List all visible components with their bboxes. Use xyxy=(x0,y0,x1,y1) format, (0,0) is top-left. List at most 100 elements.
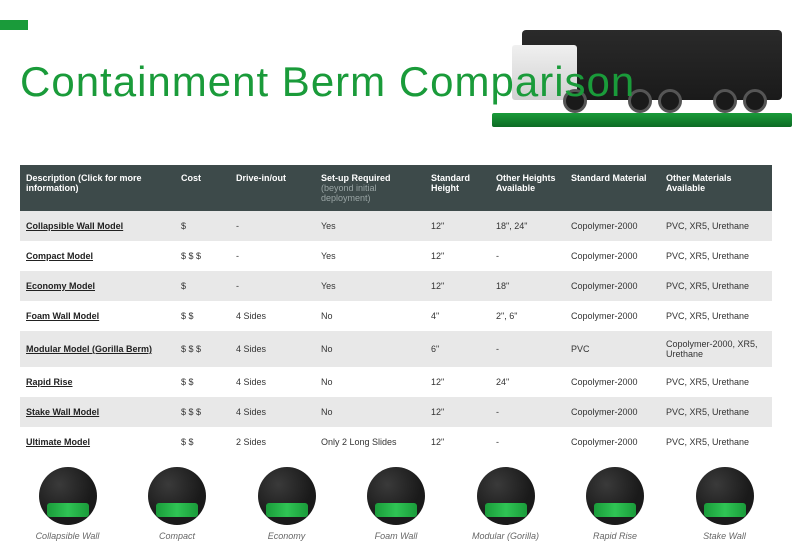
thumbnail-label: Foam Wall xyxy=(375,531,418,541)
cell-cost: $ $ xyxy=(175,367,230,397)
cell-std_height: 12" xyxy=(425,427,490,457)
cell-other_materials: PVC, XR5, Urethane xyxy=(660,427,772,457)
header-std-material: Standard Material xyxy=(565,165,660,211)
table-row: Foam Wall Model$ $4 SidesNo4"2", 6"Copol… xyxy=(20,301,772,331)
cell-other_materials: PVC, XR5, Urethane xyxy=(660,397,772,427)
cell-drive: 4 Sides xyxy=(230,331,315,367)
cell-drive: - xyxy=(230,241,315,271)
model-link[interactable]: Rapid Rise xyxy=(20,367,175,397)
top-accent-bar xyxy=(0,20,28,30)
table-row: Modular Model (Gorilla Berm)$ $ $4 Sides… xyxy=(20,331,772,367)
cell-std_material: Copolymer-2000 xyxy=(565,241,660,271)
model-link[interactable]: Ultimate Model xyxy=(20,427,175,457)
thumbnail-image xyxy=(586,467,644,525)
model-link[interactable]: Modular Model (Gorilla Berm) xyxy=(20,331,175,367)
cell-setup: No xyxy=(315,397,425,427)
cell-other_heights: - xyxy=(490,427,565,457)
cell-cost: $ $ xyxy=(175,301,230,331)
cell-std_material: PVC xyxy=(565,331,660,367)
thumbnail-image xyxy=(367,467,425,525)
cell-std_height: 12" xyxy=(425,397,490,427)
cell-std_material: Copolymer-2000 xyxy=(565,271,660,301)
cell-std_height: 6" xyxy=(425,331,490,367)
cell-std_height: 12" xyxy=(425,211,490,241)
model-link[interactable]: Foam Wall Model xyxy=(20,301,175,331)
header-description: Description (Click for more information) xyxy=(20,165,175,211)
cell-std_height: 12" xyxy=(425,367,490,397)
thumbnail-label: Compact xyxy=(159,531,195,541)
header-setup-sub: (beyond initial deployment) xyxy=(321,183,377,203)
cell-setup: Yes xyxy=(315,271,425,301)
thumbnail-row: Collapsible Wall Compact Economy Foam Wall M… xyxy=(20,467,772,541)
thumbnail-label: Collapsible Wall xyxy=(36,531,100,541)
cell-other_materials: PVC, XR5, Urethane xyxy=(660,367,772,397)
table-row: Ultimate Model$ $2 SidesOnly 2 Long Slid… xyxy=(20,427,772,457)
cell-std_height: 12" xyxy=(425,241,490,271)
header-setup-main: Set-up Required xyxy=(321,173,391,183)
cell-other_heights: 24" xyxy=(490,367,565,397)
thumbnail[interactable]: Rapid Rise xyxy=(568,467,663,541)
cell-std_height: 4" xyxy=(425,301,490,331)
cell-other_heights: - xyxy=(490,241,565,271)
table-header-row: Description (Click for more information)… xyxy=(20,165,772,211)
thumbnail-image xyxy=(258,467,316,525)
cell-setup: No xyxy=(315,331,425,367)
header-setup: Set-up Required (beyond initial deployme… xyxy=(315,165,425,211)
cell-std_material: Copolymer-2000 xyxy=(565,301,660,331)
thumbnail-label: Modular (Gorilla) xyxy=(472,531,539,541)
thumbnail[interactable]: Economy xyxy=(239,467,334,541)
table-row: Compact Model$ $ $-Yes12"-Copolymer-2000… xyxy=(20,241,772,271)
thumbnail-image xyxy=(477,467,535,525)
cell-other_materials: PVC, XR5, Urethane xyxy=(660,271,772,301)
thumbnail-label: Stake Wall xyxy=(703,531,746,541)
thumbnail[interactable]: Compact xyxy=(130,467,225,541)
cell-setup: Yes xyxy=(315,211,425,241)
cell-std_height: 12" xyxy=(425,271,490,301)
table-row: Collapsible Wall Model$-Yes12"18", 24"Co… xyxy=(20,211,772,241)
cell-cost: $ $ $ xyxy=(175,397,230,427)
model-link[interactable]: Compact Model xyxy=(20,241,175,271)
header-cost: Cost xyxy=(175,165,230,211)
cell-drive: - xyxy=(230,271,315,301)
cell-other_materials: PVC, XR5, Urethane xyxy=(660,301,772,331)
thumbnail[interactable]: Foam Wall xyxy=(349,467,444,541)
cell-drive: 4 Sides xyxy=(230,301,315,331)
model-link[interactable]: Stake Wall Model xyxy=(20,397,175,427)
page-title: Containment Berm Comparison xyxy=(20,58,635,106)
header-other-heights: Other Heights Available xyxy=(490,165,565,211)
cell-drive: 2 Sides xyxy=(230,427,315,457)
cell-std_material: Copolymer-2000 xyxy=(565,211,660,241)
cell-std_material: Copolymer-2000 xyxy=(565,367,660,397)
cell-setup: Yes xyxy=(315,241,425,271)
thumbnail-image xyxy=(39,467,97,525)
cell-other_heights: - xyxy=(490,397,565,427)
header-std-height: Standard Height xyxy=(425,165,490,211)
table-row: Economy Model$-Yes12"18"Copolymer-2000PV… xyxy=(20,271,772,301)
header-other-materials: Other Materials Available xyxy=(660,165,772,211)
cell-cost: $ $ $ xyxy=(175,331,230,367)
cell-cost: $ xyxy=(175,271,230,301)
cell-other_heights: 2", 6" xyxy=(490,301,565,331)
thumbnail-image xyxy=(148,467,206,525)
thumbnail-image xyxy=(696,467,754,525)
cell-std_material: Copolymer-2000 xyxy=(565,427,660,457)
cell-setup: No xyxy=(315,301,425,331)
cell-other_materials: Copolymer-2000, XR5, Urethane xyxy=(660,331,772,367)
thumbnail-label: Economy xyxy=(268,531,306,541)
cell-cost: $ xyxy=(175,211,230,241)
thumbnail[interactable]: Collapsible Wall xyxy=(20,467,115,541)
table-row: Rapid Rise$ $4 SidesNo12"24"Copolymer-20… xyxy=(20,367,772,397)
cell-setup: Only 2 Long Slides xyxy=(315,427,425,457)
thumbnail[interactable]: Stake Wall xyxy=(677,467,772,541)
model-link[interactable]: Economy Model xyxy=(20,271,175,301)
cell-drive: 4 Sides xyxy=(230,397,315,427)
table-body: Collapsible Wall Model$-Yes12"18", 24"Co… xyxy=(20,211,772,457)
cell-drive: - xyxy=(230,211,315,241)
cell-cost: $ $ xyxy=(175,427,230,457)
model-link[interactable]: Collapsible Wall Model xyxy=(20,211,175,241)
cell-drive: 4 Sides xyxy=(230,367,315,397)
thumbnail[interactable]: Modular (Gorilla) xyxy=(458,467,553,541)
thumbnail-label: Rapid Rise xyxy=(593,531,637,541)
cell-other_heights: 18" xyxy=(490,271,565,301)
cell-other_materials: PVC, XR5, Urethane xyxy=(660,241,772,271)
